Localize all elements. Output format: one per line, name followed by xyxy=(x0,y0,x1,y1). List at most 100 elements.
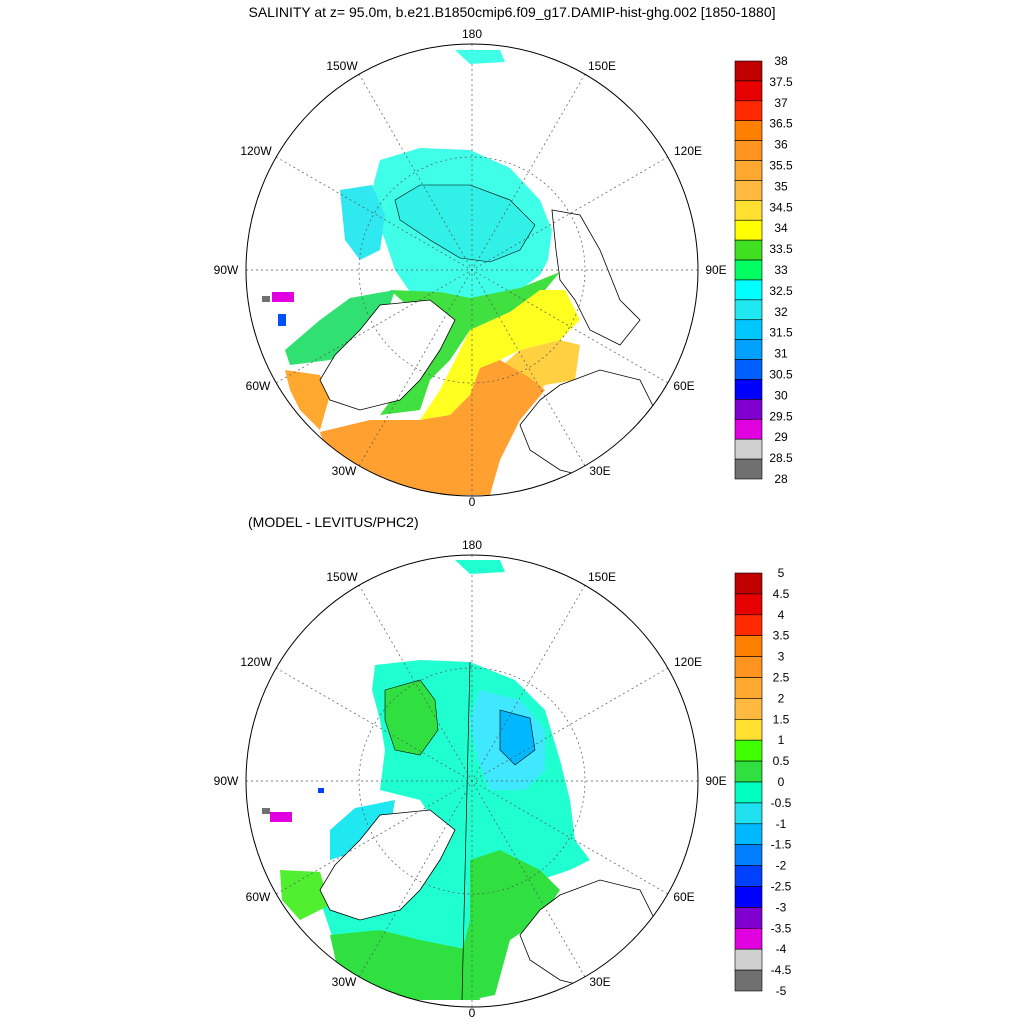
colorbar-swatch xyxy=(734,844,763,866)
colorbar-swatch xyxy=(734,886,763,908)
diff-region-labrador-green xyxy=(280,870,330,920)
colorbar-label: 37.5 xyxy=(769,75,793,89)
colorbar-label: -4 xyxy=(776,942,787,956)
colorbar-label: 29 xyxy=(774,430,788,444)
zero-contour xyxy=(461,661,471,1001)
colorbar-swatch xyxy=(734,718,763,741)
colorbar-label: 28.5 xyxy=(769,451,793,465)
greenland-land-bottom xyxy=(319,809,456,921)
spot-blue-bottom xyxy=(318,788,324,793)
colorbar-label: 32 xyxy=(774,305,788,319)
colorbar-label: 29.5 xyxy=(769,409,793,423)
colorbar-swatch xyxy=(734,379,763,400)
colorbar-label: 1.5 xyxy=(773,712,790,726)
siberia-coast xyxy=(551,209,641,346)
colorbar-swatch xyxy=(734,969,763,992)
longitude-label: 120W xyxy=(240,144,272,158)
colorbar-label: -4.5 xyxy=(771,963,792,977)
spot-gray xyxy=(262,296,270,302)
salinity-region-archipelago xyxy=(340,185,385,260)
longitude-label: 0 xyxy=(469,1006,476,1020)
colorbar-swatch xyxy=(734,865,763,887)
longitude-labels: 180 150E 120E 90E 60E 30E 0 30W 60W 90W 120W 150W 18… xyxy=(214,27,727,1020)
longitude-label: 150E xyxy=(588,59,616,73)
colorbar-swatch xyxy=(734,635,763,657)
colorbar-label: 2.5 xyxy=(773,671,790,685)
colorbar-label: -1.5 xyxy=(771,838,792,852)
salinity-region-baffin xyxy=(285,290,395,365)
longitude-label: 120W xyxy=(240,655,272,669)
colorbar-swatch xyxy=(734,677,763,699)
longitude-label: 90E xyxy=(705,263,726,277)
colorbar-label: 2 xyxy=(778,691,785,705)
colorbar-swatch xyxy=(734,802,763,825)
colorbar-label: 38 xyxy=(774,54,788,68)
longitude-label: 150E xyxy=(588,570,616,584)
figure-title: SALINITY at z= 95.0m, b.e21.B1850cmip6.f… xyxy=(248,4,776,20)
salinity-field xyxy=(246,44,698,496)
colorbar-swatch xyxy=(734,593,763,616)
colorbar-label: 36 xyxy=(774,138,788,152)
colorbar-swatch xyxy=(734,359,763,380)
colorbar-label: -3.5 xyxy=(771,921,792,935)
colorbar-label: 30.5 xyxy=(769,368,793,382)
longitude-label: 180 xyxy=(462,27,482,41)
longitude-label: 90W xyxy=(214,774,239,788)
colorbar-label: 0 xyxy=(778,775,785,789)
longitude-label: 60E xyxy=(673,379,694,393)
salinity-region-arctic-inner xyxy=(394,184,536,263)
colorbar-swatch xyxy=(734,418,763,440)
north-pacific-cyan xyxy=(455,50,505,64)
north-pacific-cyan-bottom xyxy=(455,560,505,574)
difference-field xyxy=(246,555,698,1007)
graticule xyxy=(246,44,698,496)
colorbar-label: 36.5 xyxy=(769,117,793,131)
spot-magenta xyxy=(272,292,294,302)
salinity-map-top xyxy=(245,43,699,497)
colorbar-swatch xyxy=(734,907,763,929)
spot-gray-bottom xyxy=(262,808,270,814)
colorbar-swatch xyxy=(734,927,763,950)
longitude-label: 150W xyxy=(326,570,358,584)
colorbar-swatch xyxy=(734,140,763,161)
graticule-bottom xyxy=(246,555,698,1007)
colorbar-swatch xyxy=(734,279,763,301)
colorbar-swatch xyxy=(734,438,763,460)
colorbar-label: 5 xyxy=(778,566,785,580)
longitude-label: 90W xyxy=(214,263,239,277)
colorbar-swatch xyxy=(734,239,763,261)
colorbar-label: 0.5 xyxy=(773,754,790,768)
colorbar-swatch xyxy=(734,80,763,102)
salinity-region-yellow xyxy=(420,290,580,420)
colorbar-label: 1 xyxy=(778,733,785,747)
colorbar-swatch xyxy=(734,781,763,804)
longitude-label: 0 xyxy=(469,495,476,509)
colorbar-label: -1 xyxy=(776,817,787,831)
diff-region-green-atlantic xyxy=(460,850,560,1000)
colorbar-label: -2.5 xyxy=(771,880,792,894)
colorbar-label: -5 xyxy=(776,984,787,998)
colorbar-label: 31.5 xyxy=(769,326,793,340)
colorbar-label: 3.5 xyxy=(773,629,790,643)
diff-region-blue-lobe xyxy=(499,709,536,766)
colorbar-label: -3 xyxy=(776,900,787,914)
map-boundary xyxy=(245,43,699,497)
colorbar-label: 34 xyxy=(774,221,788,235)
colorbar-swatch xyxy=(734,180,763,201)
longitude-label: 30E xyxy=(589,975,610,989)
colorbar-swatch xyxy=(734,614,763,636)
colorbar-label: -0.5 xyxy=(771,796,792,810)
colorbar-swatch xyxy=(734,739,763,762)
colorbar-swatch xyxy=(734,823,763,845)
colorbar-swatch xyxy=(734,399,763,420)
diff-region-baffin xyxy=(330,800,395,860)
colorbar-label: 28 xyxy=(774,472,788,486)
colorbar-label: 32.5 xyxy=(769,284,793,298)
greenland-land xyxy=(319,299,456,411)
salinity-region-labrador xyxy=(285,370,330,430)
longitude-label: 60W xyxy=(246,890,271,904)
longitude-label: 180 xyxy=(462,538,482,552)
longitude-label: 120E xyxy=(674,655,702,669)
colorbar-swatch xyxy=(734,219,763,241)
colorbar-swatch xyxy=(734,60,763,82)
